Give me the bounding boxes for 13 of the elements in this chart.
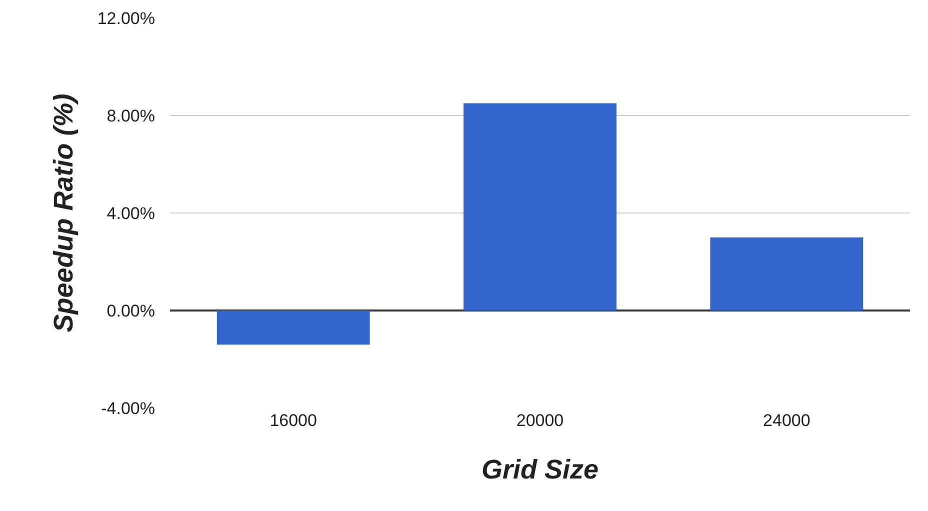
x-tick-label: 16000 <box>270 411 317 430</box>
bar <box>710 237 864 310</box>
y-tick-label: -4.00% <box>101 398 155 418</box>
y-tick-label: 4.00% <box>106 204 155 223</box>
y-axis-title: Speedup Ratio (%) <box>48 94 78 332</box>
y-tick-label: 12.00% <box>97 8 155 28</box>
bar <box>464 103 616 310</box>
x-tick-label: 24000 <box>763 411 810 430</box>
y-tick-label: 8.00% <box>106 106 155 126</box>
bar <box>216 310 370 345</box>
x-axis-title: Grid Size <box>481 454 599 484</box>
y-tick-label: 0.00% <box>106 301 155 320</box>
x-tick-label: 20000 <box>516 411 564 430</box>
